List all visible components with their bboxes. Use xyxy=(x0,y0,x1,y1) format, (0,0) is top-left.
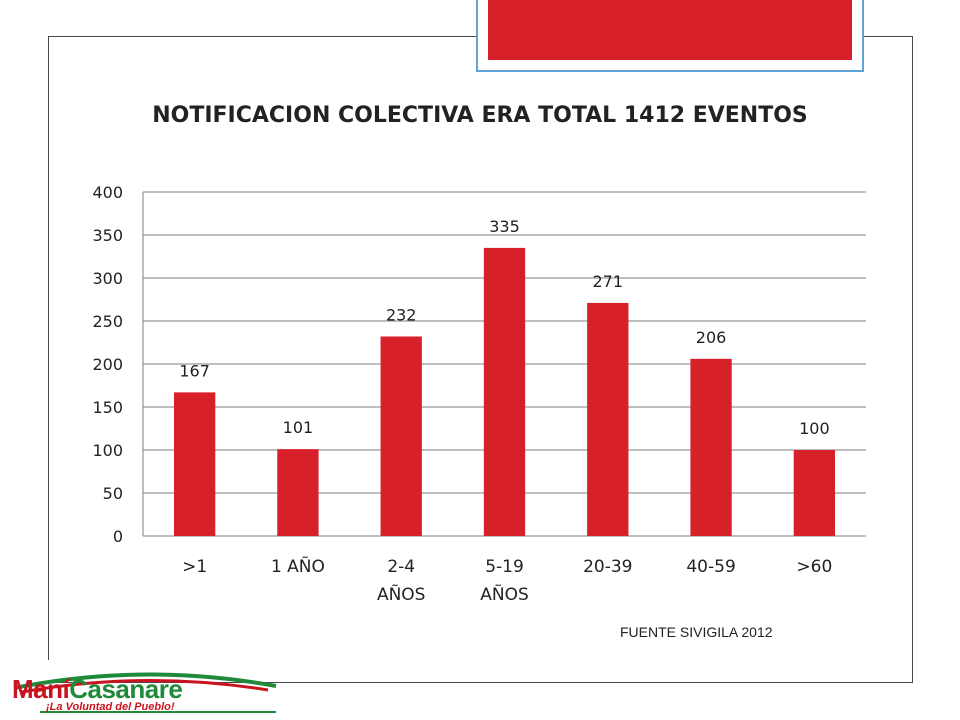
data-label: 206 xyxy=(696,328,727,347)
source-note: FUENTE SIVIGILA 2012 xyxy=(620,624,773,640)
y-axis-tick-labels: 0 50 100 150 200 250 300 350 400 xyxy=(92,183,123,546)
bar xyxy=(793,450,836,536)
x-category-label: 40-59 xyxy=(686,557,735,577)
y-tick-label: 50 xyxy=(103,484,123,503)
bar xyxy=(690,358,732,536)
y-tick-label: 100 xyxy=(92,441,123,460)
header-accent-fill xyxy=(488,0,852,60)
logo-name-part2: Casanare xyxy=(69,674,183,704)
y-tick-label: 150 xyxy=(92,398,123,417)
x-category-label: 5-19 AÑOS xyxy=(480,557,529,605)
y-tick-label: 350 xyxy=(92,226,123,245)
header-accent-box xyxy=(476,0,864,72)
logo-name: ManíCasanare xyxy=(12,674,183,704)
brand-logo: ManíCasanare ¡La Voluntad del Pueblo! xyxy=(4,668,284,716)
x-category-label: 2-4 AÑOS xyxy=(377,557,426,605)
y-tick-label: 200 xyxy=(92,355,123,374)
bar xyxy=(277,449,319,536)
slide-frame-left-edge xyxy=(48,36,49,660)
logo-slogan: ¡La Voluntad del Pueblo! xyxy=(46,701,175,713)
x-category-label: 1 AÑO xyxy=(271,555,325,577)
logo-roof-icon xyxy=(13,672,277,713)
bar xyxy=(587,302,629,536)
bar xyxy=(380,336,422,536)
y-tick-label: 0 xyxy=(113,527,123,546)
data-labels: 167 101 232 335 271 206 100 xyxy=(179,217,829,438)
y-tick-label: 250 xyxy=(92,312,123,331)
y-tick-label: 400 xyxy=(92,183,123,202)
bar xyxy=(173,392,216,536)
chart-title: NOTIFICACION COLECTIVA ERA TOTAL 1412 EV… xyxy=(152,103,808,128)
data-label: 335 xyxy=(489,217,520,236)
data-label: 101 xyxy=(283,418,314,437)
y-tick-label: 300 xyxy=(92,269,123,288)
data-label: 167 xyxy=(179,361,210,380)
bar xyxy=(483,247,526,536)
data-label: 271 xyxy=(593,272,624,291)
bars xyxy=(173,247,836,536)
x-category-label: 20-39 xyxy=(583,557,632,577)
logo-name-part1: Maní xyxy=(12,674,70,704)
x-category-label: >1 xyxy=(182,557,207,577)
data-label: 100 xyxy=(799,419,830,438)
x-axis-category-labels: >1 1 AÑO 2-4 AÑOS 5-19 AÑOS 20-39 40-59 >60 xyxy=(182,555,832,605)
x-category-label: >60 xyxy=(796,557,832,577)
data-label: 232 xyxy=(386,305,417,324)
